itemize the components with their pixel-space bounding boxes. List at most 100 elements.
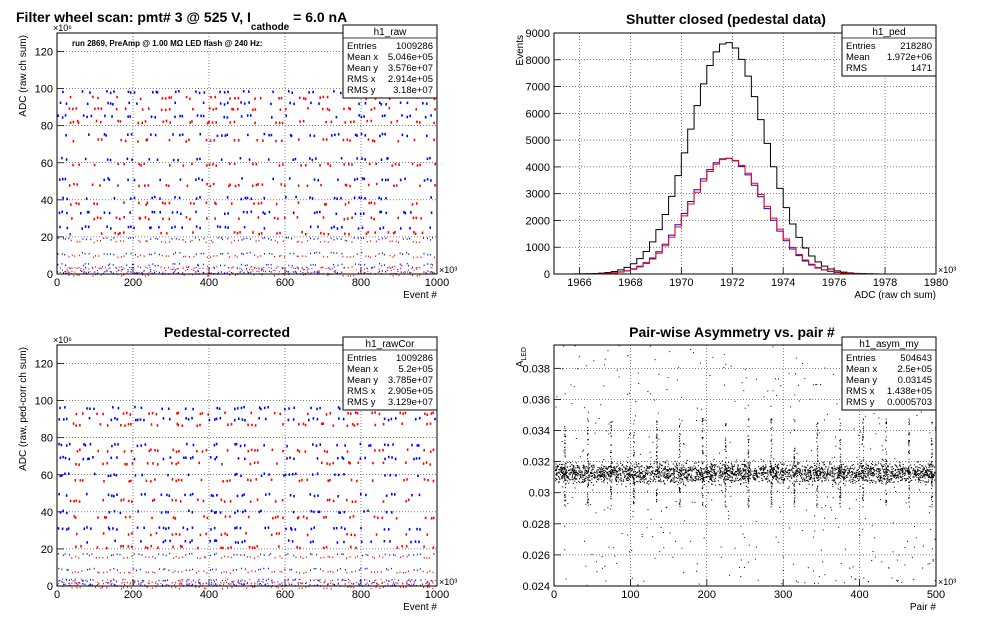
- data-point-on: [68, 553, 70, 556]
- data-point: [907, 473, 909, 475]
- data-point-off: [330, 570, 332, 573]
- data-point: [258, 267, 260, 269]
- data-point-off: [398, 274, 400, 277]
- data-point: [640, 477, 642, 479]
- data-point: [670, 480, 672, 482]
- data-point-on: [154, 271, 156, 274]
- data-point: [349, 584, 351, 586]
- data-point: [434, 579, 436, 581]
- data-point: [576, 466, 579, 468]
- data-point-on: [315, 444, 318, 448]
- data-point-off: [177, 461, 180, 465]
- data-point: [588, 464, 590, 466]
- data-point: [915, 474, 917, 476]
- data-point: [287, 271, 289, 273]
- data-point: [348, 578, 350, 580]
- data-point: [690, 476, 693, 478]
- data-point-off: [76, 274, 78, 276]
- data-point-off: [227, 546, 229, 550]
- data-point: [695, 471, 697, 473]
- data-point: [119, 266, 121, 268]
- data-point-off: [115, 107, 118, 111]
- data-point-off: [413, 231, 415, 234]
- data-point: [814, 468, 816, 470]
- data-point: [318, 270, 320, 272]
- data-point: [886, 477, 888, 479]
- data-point-on: [409, 271, 411, 274]
- data-point-off: [224, 532, 226, 535]
- data-point-off: [100, 138, 103, 141]
- data-point-on: [62, 90, 64, 94]
- data-point-on: [289, 494, 292, 497]
- data-point-off: [251, 265, 253, 268]
- data-point: [735, 474, 737, 476]
- data-point-off: [220, 498, 223, 502]
- data-point: [68, 583, 70, 585]
- data-point-on: [65, 134, 67, 137]
- data-point-on: [86, 541, 88, 544]
- data-point: [863, 467, 865, 470]
- data-point-on: [249, 238, 251, 240]
- data-point: [718, 475, 720, 477]
- data-point-on: [391, 456, 393, 459]
- data-point: [249, 266, 251, 268]
- data-point: [769, 460, 771, 462]
- stats-value: 1.972e+06: [887, 52, 932, 63]
- data-point: [847, 476, 849, 478]
- data-point: [878, 474, 880, 476]
- data-point-on: [233, 418, 236, 422]
- data-point-on: [267, 578, 269, 581]
- data-point-on: [216, 493, 218, 497]
- data-point-off: [253, 274, 255, 276]
- data-point-on: [111, 444, 113, 448]
- data-point: [924, 475, 926, 477]
- data-point-off: [147, 218, 150, 221]
- data-point: [151, 272, 153, 274]
- data-point: [372, 581, 374, 583]
- data-point: [105, 581, 107, 583]
- data-point-on: [109, 253, 111, 255]
- data-point-on: [67, 569, 69, 571]
- data-point-on: [86, 407, 88, 410]
- data-point-off: [254, 97, 256, 100]
- data-point: [792, 475, 794, 477]
- data-point-on: [215, 579, 217, 581]
- data-point-off: [97, 96, 99, 100]
- data-point-off: [196, 572, 198, 574]
- data-point-off: [382, 586, 384, 588]
- data-point: [609, 472, 611, 474]
- data-point-on: [408, 264, 410, 267]
- data-point-on: [315, 251, 317, 254]
- data-point-on: [221, 236, 223, 239]
- data-point: [796, 471, 798, 473]
- data-point-off: [185, 95, 188, 99]
- data-point: [256, 270, 258, 272]
- data-point-off: [329, 412, 332, 415]
- data-point-on: [129, 91, 132, 94]
- data-point-off: [432, 571, 434, 574]
- data-point: [707, 471, 709, 473]
- data-point-on: [391, 492, 393, 496]
- data-point: [330, 580, 332, 582]
- data-point: [629, 472, 631, 474]
- data-point-on: [286, 444, 288, 448]
- data-point: [930, 466, 932, 468]
- data-point: [852, 477, 854, 479]
- data-point: [765, 464, 767, 466]
- data-point-off: [206, 516, 209, 520]
- data-point: [926, 467, 928, 469]
- data-point: [555, 470, 557, 472]
- data-point: [796, 480, 798, 483]
- data-point: [843, 478, 845, 480]
- data-point: [614, 478, 616, 480]
- plot-frame: [56, 344, 438, 587]
- data-point-on: [103, 211, 106, 214]
- data-point-on: [387, 178, 389, 182]
- data-point-on: [185, 554, 187, 556]
- data-point-on: [89, 442, 92, 446]
- data-point: [905, 467, 907, 469]
- data-point-on: [156, 158, 159, 162]
- data-point-off: [396, 572, 398, 574]
- data-point-off: [115, 240, 117, 243]
- data-point: [729, 469, 731, 471]
